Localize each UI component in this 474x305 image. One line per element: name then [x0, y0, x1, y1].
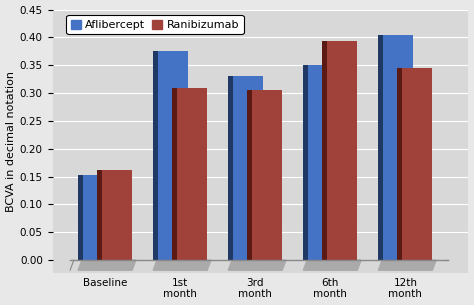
Legend: Aflibercept, Ranibizumab: Aflibercept, Ranibizumab: [66, 15, 244, 34]
Bar: [78, 175, 113, 260]
Y-axis label: BCVA in decimal notation: BCVA in decimal notation: [6, 71, 16, 212]
Bar: [397, 68, 402, 260]
Bar: [97, 170, 101, 260]
Bar: [228, 76, 264, 260]
Bar: [378, 34, 413, 260]
Polygon shape: [322, 260, 361, 270]
Polygon shape: [378, 260, 417, 270]
Bar: [322, 41, 357, 260]
Bar: [303, 65, 338, 260]
Polygon shape: [78, 260, 117, 270]
Bar: [378, 34, 383, 260]
Bar: [153, 51, 188, 260]
Bar: [397, 68, 432, 260]
Bar: [153, 51, 158, 260]
Polygon shape: [397, 260, 436, 270]
Polygon shape: [97, 260, 136, 270]
Bar: [97, 170, 132, 260]
Bar: [78, 175, 82, 260]
Polygon shape: [247, 260, 286, 270]
Bar: [247, 90, 252, 260]
Polygon shape: [153, 260, 192, 270]
Bar: [228, 76, 233, 260]
Bar: [172, 88, 177, 260]
Bar: [303, 65, 308, 260]
Bar: [322, 41, 327, 260]
Polygon shape: [228, 260, 267, 270]
Bar: [247, 90, 282, 260]
Polygon shape: [172, 260, 211, 270]
Polygon shape: [303, 260, 342, 270]
Bar: [172, 88, 207, 260]
